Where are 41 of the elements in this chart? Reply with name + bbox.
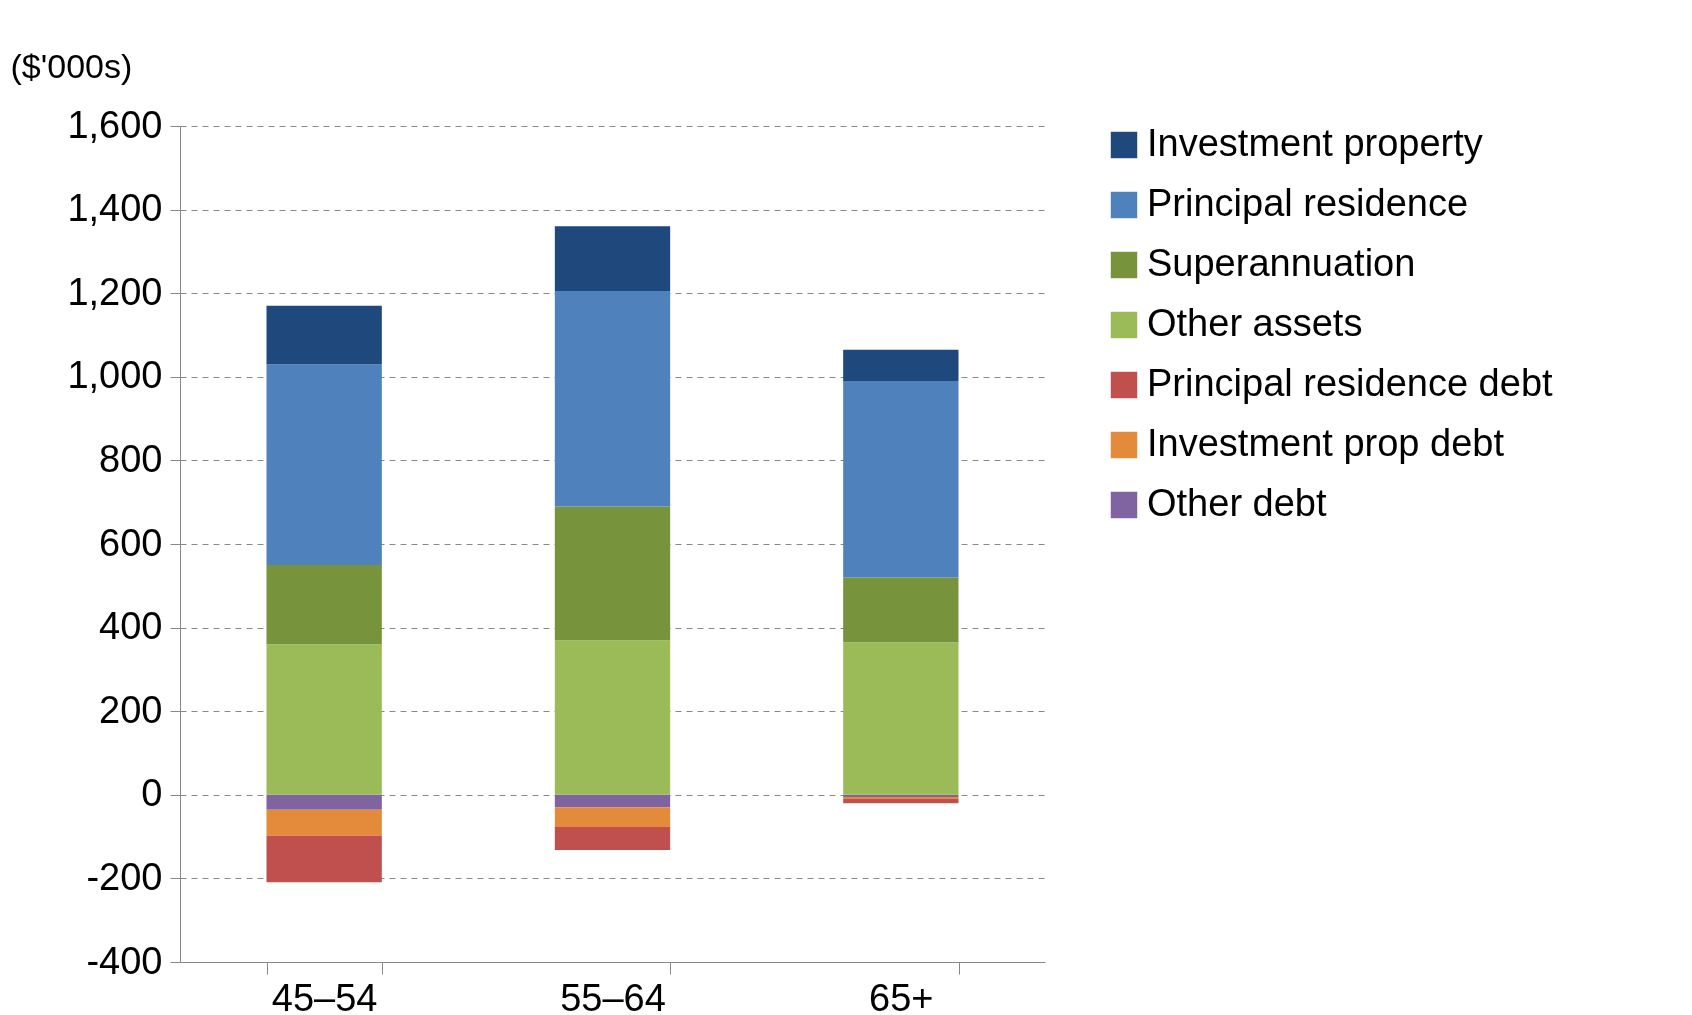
bar	[554, 807, 671, 827]
legend-label: Investment property	[1147, 122, 1483, 164]
x-tick-label: 55–64	[560, 976, 666, 1015]
bar	[554, 226, 671, 292]
y-tick-label: 600	[99, 521, 163, 564]
legend-label: Principal residence debt	[1147, 362, 1554, 404]
y-tick-label: 0	[141, 772, 163, 815]
legend-label: Other assets	[1147, 302, 1363, 344]
bar	[266, 794, 382, 810]
y-axis-title: ($'000s)	[10, 46, 133, 85]
legend-label: Other debt	[1147, 482, 1327, 524]
bar	[266, 809, 382, 836]
bar	[554, 506, 671, 641]
legend-label: Investment prop debt	[1147, 422, 1505, 464]
bar	[554, 291, 671, 507]
bar	[843, 577, 959, 643]
y-tick-label: 400	[99, 605, 163, 648]
bar	[266, 835, 382, 883]
bar	[843, 798, 959, 804]
bar	[266, 564, 382, 645]
y-tick-label: -400	[86, 939, 163, 982]
x-tick-label: 65+	[869, 976, 934, 1015]
x-tick-label: 45–54	[271, 976, 378, 1015]
bar	[266, 305, 382, 365]
bar	[843, 642, 959, 795]
bar	[843, 380, 959, 578]
bar	[266, 364, 382, 565]
bar	[843, 349, 959, 381]
bar	[554, 826, 671, 850]
y-tick-label: 200	[99, 688, 163, 731]
bar	[266, 644, 382, 795]
y-tick-label: -200	[86, 855, 163, 898]
bar	[554, 794, 671, 808]
legend-label: Principal residence	[1147, 182, 1469, 224]
y-tick-label: 1,600	[67, 103, 163, 146]
y-tick-label: 1,200	[67, 270, 163, 313]
y-tick-label: 1,400	[67, 187, 163, 230]
bar	[554, 640, 671, 795]
y-tick-label: 1,000	[67, 354, 163, 397]
y-tick-label: 800	[99, 437, 163, 480]
legend-label: Superannuation	[1147, 242, 1416, 284]
